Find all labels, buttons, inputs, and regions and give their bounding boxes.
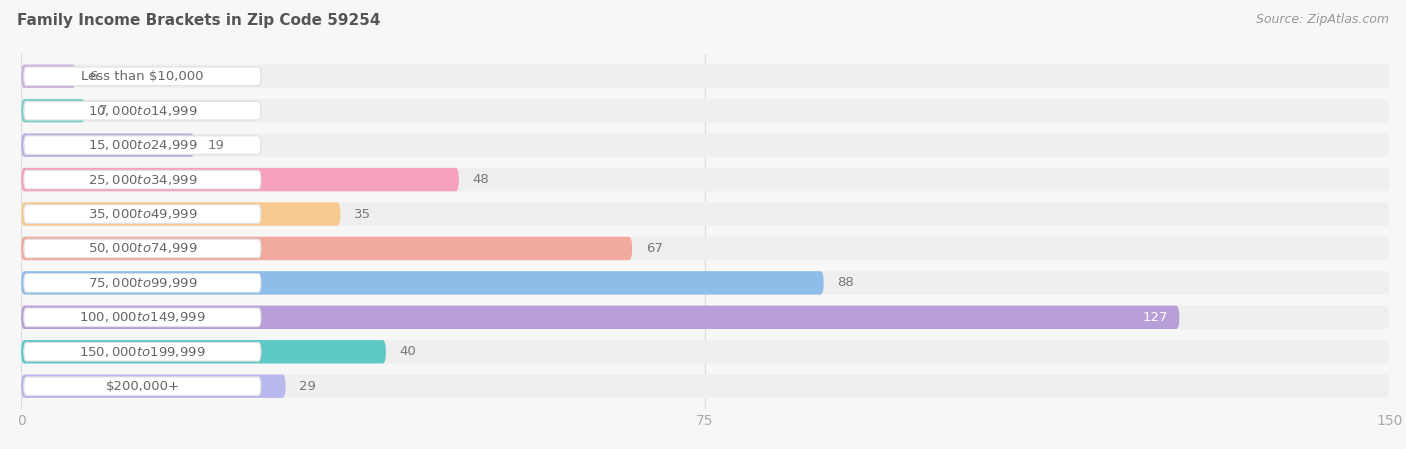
FancyBboxPatch shape [21, 133, 194, 157]
Text: Source: ZipAtlas.com: Source: ZipAtlas.com [1256, 13, 1389, 26]
Text: $25,000 to $34,999: $25,000 to $34,999 [87, 172, 197, 187]
Text: $35,000 to $49,999: $35,000 to $49,999 [87, 207, 197, 221]
Text: 6: 6 [90, 70, 98, 83]
Text: 67: 67 [645, 242, 662, 255]
FancyBboxPatch shape [21, 374, 285, 398]
FancyBboxPatch shape [21, 99, 84, 123]
Text: $100,000 to $149,999: $100,000 to $149,999 [79, 310, 205, 324]
FancyBboxPatch shape [24, 273, 262, 292]
FancyBboxPatch shape [21, 340, 1389, 364]
FancyBboxPatch shape [21, 133, 1389, 157]
FancyBboxPatch shape [21, 340, 385, 364]
Text: $75,000 to $99,999: $75,000 to $99,999 [87, 276, 197, 290]
Text: $150,000 to $199,999: $150,000 to $199,999 [79, 345, 205, 359]
FancyBboxPatch shape [24, 343, 262, 361]
Text: 48: 48 [472, 173, 489, 186]
FancyBboxPatch shape [21, 168, 458, 191]
FancyBboxPatch shape [21, 99, 1389, 123]
Text: 35: 35 [354, 207, 371, 220]
Text: 29: 29 [299, 380, 316, 393]
FancyBboxPatch shape [24, 308, 262, 326]
Text: Less than $10,000: Less than $10,000 [82, 70, 204, 83]
FancyBboxPatch shape [24, 136, 262, 154]
FancyBboxPatch shape [21, 306, 1389, 329]
FancyBboxPatch shape [21, 202, 340, 226]
FancyBboxPatch shape [21, 306, 1180, 329]
FancyBboxPatch shape [21, 271, 1389, 295]
Text: Family Income Brackets in Zip Code 59254: Family Income Brackets in Zip Code 59254 [17, 13, 381, 28]
Text: 19: 19 [208, 139, 225, 152]
Text: $200,000+: $200,000+ [105, 380, 180, 393]
Text: $50,000 to $74,999: $50,000 to $74,999 [87, 242, 197, 255]
Text: 7: 7 [98, 104, 107, 117]
FancyBboxPatch shape [21, 202, 1389, 226]
FancyBboxPatch shape [21, 237, 633, 260]
FancyBboxPatch shape [21, 237, 1389, 260]
FancyBboxPatch shape [21, 168, 1389, 191]
FancyBboxPatch shape [21, 374, 1389, 398]
Text: $15,000 to $24,999: $15,000 to $24,999 [87, 138, 197, 152]
Text: 40: 40 [399, 345, 416, 358]
Text: 127: 127 [1143, 311, 1168, 324]
FancyBboxPatch shape [24, 377, 262, 396]
FancyBboxPatch shape [21, 65, 76, 88]
Text: 88: 88 [838, 277, 853, 290]
FancyBboxPatch shape [24, 67, 262, 86]
Text: $10,000 to $14,999: $10,000 to $14,999 [87, 104, 197, 118]
FancyBboxPatch shape [21, 65, 1389, 88]
FancyBboxPatch shape [21, 271, 824, 295]
FancyBboxPatch shape [24, 170, 262, 189]
FancyBboxPatch shape [24, 205, 262, 223]
FancyBboxPatch shape [24, 239, 262, 258]
FancyBboxPatch shape [24, 101, 262, 120]
